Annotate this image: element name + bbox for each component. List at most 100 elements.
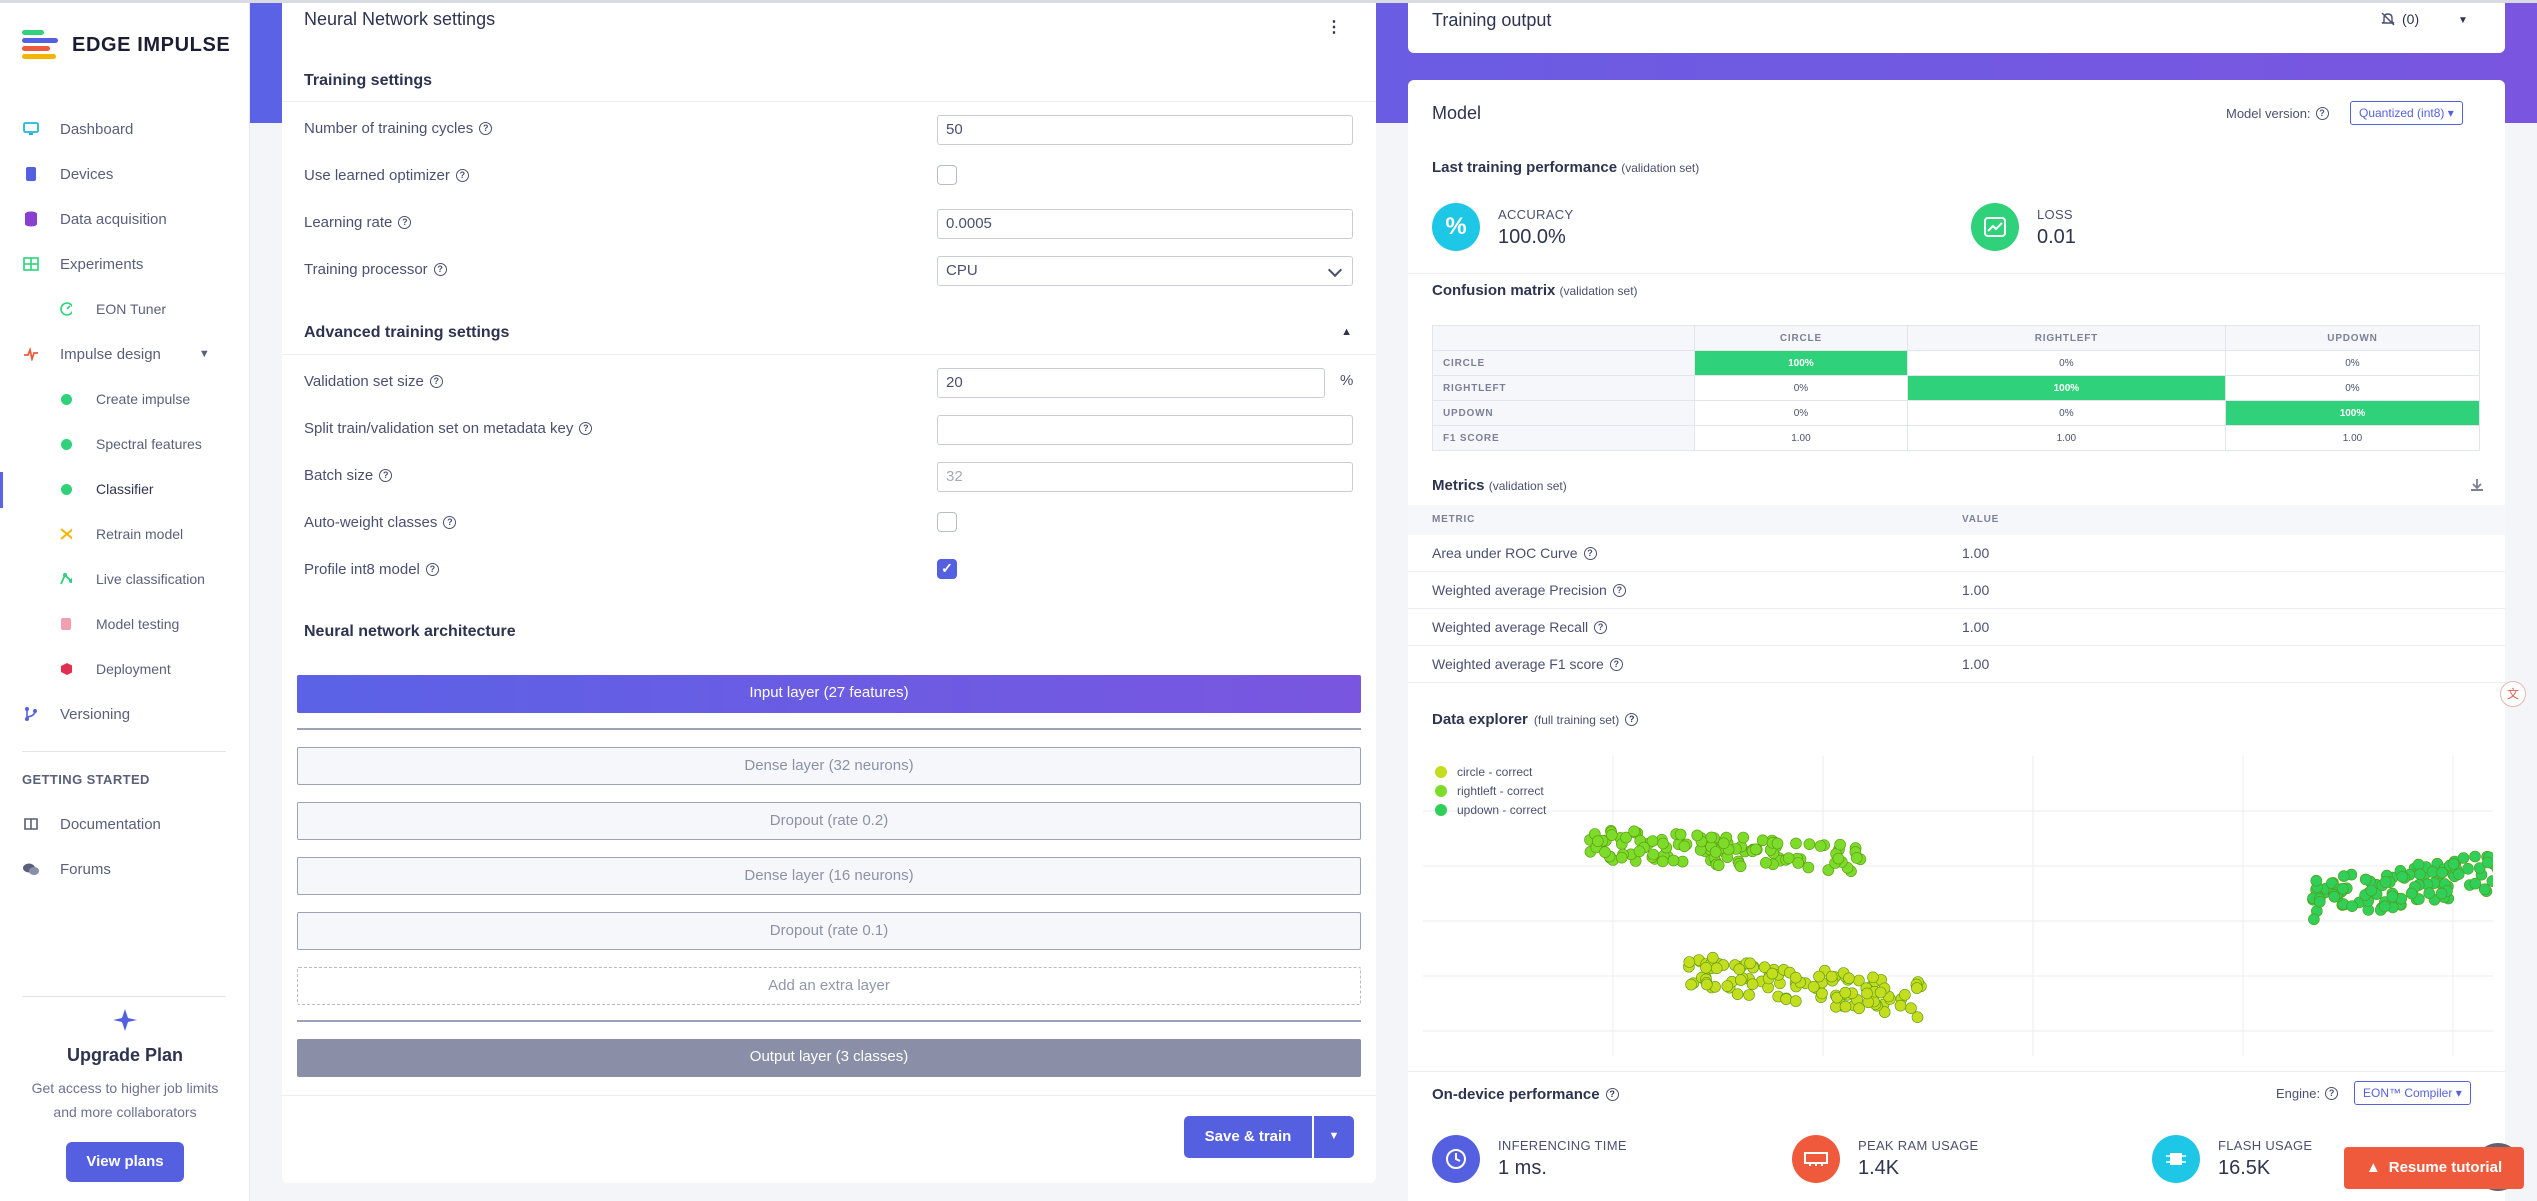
- chevron-down-icon[interactable]: ▼: [2458, 15, 2468, 26]
- translate-icon[interactable]: 文: [2500, 681, 2526, 707]
- view-plans-button[interactable]: View plans: [66, 1142, 184, 1182]
- sidebar-item-documentation[interactable]: Documentation: [22, 811, 161, 837]
- help-icon[interactable]: ?: [379, 469, 393, 482]
- help-icon[interactable]: ?: [398, 216, 412, 229]
- scatter-point[interactable]: [1822, 864, 1835, 876]
- scatter-point[interactable]: [1656, 855, 1669, 868]
- scatter-point[interactable]: [1683, 956, 1696, 968]
- add-layer-button[interactable]: Add an extra layer: [297, 967, 1361, 1005]
- training-processor-select[interactable]: CPU: [937, 256, 1353, 286]
- help-icon[interactable]: ?: [579, 422, 593, 435]
- scatter-point[interactable]: [1771, 837, 1784, 850]
- sidebar-item-deployment[interactable]: Deployment: [60, 656, 171, 682]
- scatter-point[interactable]: [2328, 891, 2341, 903]
- scatter-point[interactable]: [2436, 866, 2448, 879]
- scatter-point[interactable]: [1839, 1000, 1852, 1013]
- scatter-point[interactable]: [1905, 1002, 1917, 1014]
- scatter-point[interactable]: [1620, 831, 1632, 844]
- scatter-point[interactable]: [1599, 846, 1611, 858]
- help-icon[interactable]: ?: [433, 263, 447, 276]
- sidebar-item-impulse-design[interactable]: Impulse design ▼: [22, 341, 210, 367]
- help-icon[interactable]: ?: [443, 516, 457, 529]
- scatter-point[interactable]: [1843, 972, 1855, 985]
- scatter-point[interactable]: [1834, 838, 1846, 851]
- validation-size-input[interactable]: 20: [937, 368, 1325, 398]
- scatter-point[interactable]: [1766, 967, 1779, 980]
- scatter-point[interactable]: [2435, 887, 2448, 900]
- scatter-point[interactable]: [1782, 852, 1795, 864]
- scatter-point[interactable]: [1746, 978, 1759, 990]
- scatter-point[interactable]: [2359, 873, 2372, 886]
- legend-item[interactable]: circle - correct: [1435, 765, 1532, 779]
- notifications-toggle[interactable]: (0): [2380, 11, 2419, 27]
- sidebar-item-versioning[interactable]: Versioning: [22, 701, 130, 727]
- legend-item[interactable]: updown - correct: [1435, 803, 1546, 817]
- legend-item[interactable]: rightleft - correct: [1435, 784, 1544, 798]
- scatter-point[interactable]: [1911, 982, 1923, 994]
- scatter-point[interactable]: [2469, 877, 2482, 890]
- scatter-point[interactable]: [1700, 978, 1713, 991]
- scatter-point[interactable]: [2386, 890, 2399, 903]
- save-train-dropdown[interactable]: ▼: [1314, 1116, 1354, 1158]
- learning-rate-input[interactable]: 0.0005: [937, 209, 1353, 239]
- scatter-point[interactable]: [1878, 1006, 1891, 1018]
- resume-tutorial-button[interactable]: ▲ Resume tutorial: [2344, 1147, 2524, 1189]
- scatter-point[interactable]: [1825, 970, 1838, 983]
- scatter-point[interactable]: [1813, 970, 1825, 983]
- input-layer[interactable]: Input layer (27 features): [297, 675, 1361, 713]
- sidebar-item-dashboard[interactable]: Dashboard: [22, 116, 133, 142]
- scatter-point[interactable]: [1628, 825, 1640, 838]
- help-icon[interactable]: ?: [429, 375, 443, 388]
- model-version-select[interactable]: Quantized (int8) ▾: [2350, 101, 2463, 125]
- logo[interactable]: EDGE IMPULSE: [22, 30, 230, 60]
- save-train-button[interactable]: Save & train: [1184, 1116, 1312, 1158]
- dense-layer-2[interactable]: Dense layer (16 neurons): [297, 857, 1361, 895]
- sidebar-item-model-testing[interactable]: Model testing: [60, 611, 179, 637]
- scatter-point[interactable]: [2379, 876, 2392, 888]
- data-explorer-plot[interactable]: circle - correct rightleft - correct upd…: [1423, 756, 2537, 1056]
- scatter-point[interactable]: [1789, 995, 1802, 1007]
- scatter-point[interactable]: [1615, 851, 1628, 864]
- scatter-point[interactable]: [2414, 868, 2426, 881]
- scatter-point[interactable]: [2313, 896, 2326, 908]
- scatter-point[interactable]: [2469, 850, 2481, 863]
- scatter-point[interactable]: [1839, 986, 1852, 999]
- training-output-card[interactable]: Training output (0) ▼: [1408, 3, 2505, 53]
- scatter-point[interactable]: [1706, 951, 1719, 964]
- scatter-point[interactable]: [2310, 874, 2323, 887]
- scatter-point[interactable]: [2396, 871, 2409, 883]
- scatter-point[interactable]: [2337, 883, 2349, 895]
- dense-layer-1[interactable]: Dense layer (32 neurons): [297, 747, 1361, 785]
- scatter-point[interactable]: [1685, 978, 1697, 991]
- dropout-layer-2[interactable]: Dropout (rate 0.1): [297, 912, 1361, 950]
- scatter-point[interactable]: [1606, 829, 1618, 841]
- download-icon[interactable]: [2470, 478, 2484, 496]
- more-options-icon[interactable]: ⋮: [1326, 19, 1342, 36]
- scatter-point[interactable]: [1721, 980, 1734, 992]
- scatter-point[interactable]: [1691, 829, 1704, 842]
- sidebar-item-devices[interactable]: Devices: [22, 161, 113, 187]
- scatter-point[interactable]: [1807, 981, 1820, 993]
- scatter-point[interactable]: [1853, 1002, 1865, 1015]
- scatter-point[interactable]: [1911, 1011, 1924, 1024]
- scatter-point[interactable]: [1749, 843, 1762, 856]
- scatter-point[interactable]: [1789, 971, 1802, 984]
- scatter-point[interactable]: [1700, 962, 1712, 974]
- scatter-point[interactable]: [1832, 852, 1845, 865]
- scatter-point[interactable]: [1737, 831, 1750, 844]
- scatter-point[interactable]: [2478, 883, 2491, 895]
- learned-optimizer-checkbox[interactable]: [937, 165, 957, 185]
- sidebar-item-classifier[interactable]: Classifier: [60, 476, 154, 502]
- scatter-point[interactable]: [2423, 887, 2436, 899]
- scatter-point[interactable]: [1717, 837, 1730, 850]
- help-icon[interactable]: ?: [1594, 620, 1608, 634]
- scatter-point[interactable]: [1705, 831, 1718, 844]
- sidebar-item-spectral-features[interactable]: Spectral features: [60, 431, 202, 457]
- scatter-point[interactable]: [1633, 845, 1646, 858]
- help-icon[interactable]: ?: [1583, 546, 1597, 560]
- training-cycles-input[interactable]: 50: [937, 115, 1353, 145]
- scatter-point[interactable]: [1803, 838, 1816, 850]
- scatter-point[interactable]: [1867, 971, 1879, 984]
- scatter-point[interactable]: [1780, 993, 1792, 1005]
- split-metadata-input[interactable]: [937, 415, 1353, 445]
